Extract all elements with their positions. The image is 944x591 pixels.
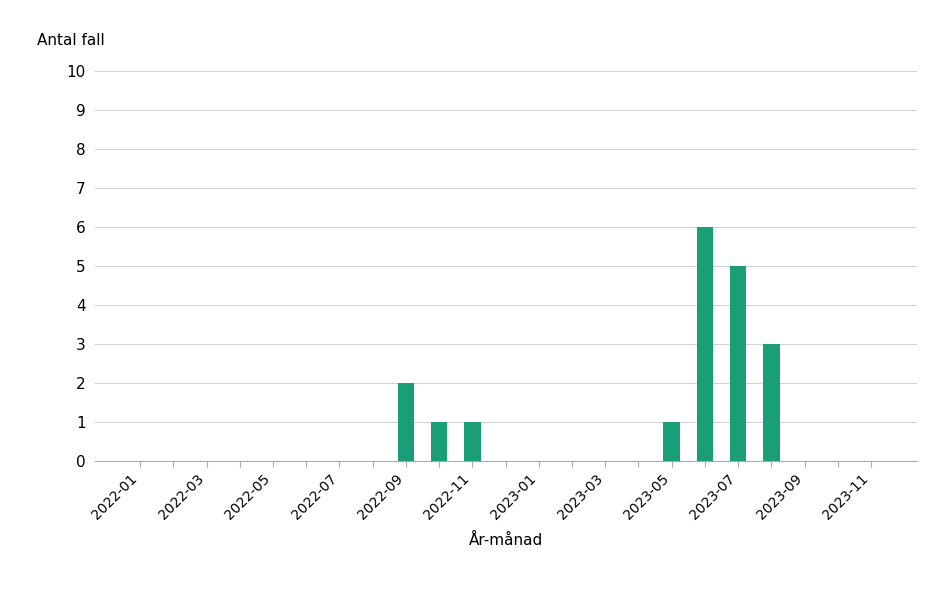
Bar	[397, 383, 413, 461]
X-axis label: År-månad: År-månad	[468, 533, 542, 548]
Bar	[762, 344, 779, 461]
Bar	[464, 422, 480, 461]
Bar	[430, 422, 447, 461]
Bar	[729, 266, 746, 461]
Text: Antal fall: Antal fall	[37, 33, 105, 47]
Bar	[663, 422, 680, 461]
Bar	[696, 227, 713, 461]
